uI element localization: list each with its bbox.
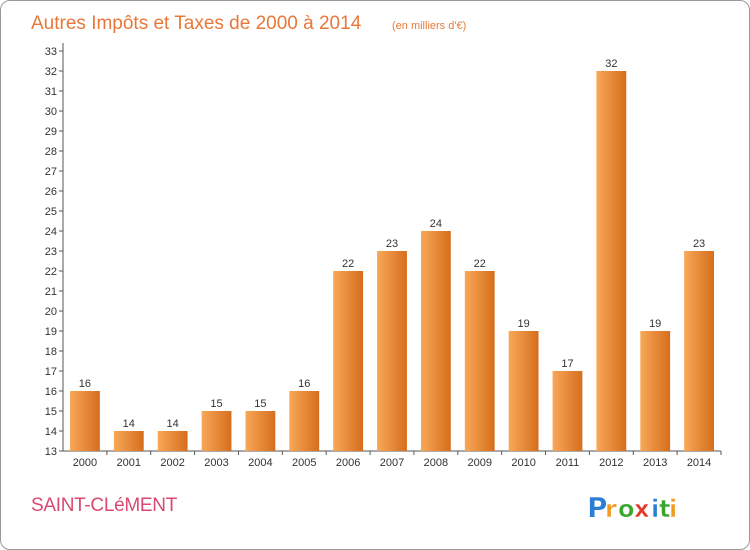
- y-tick-label: 30: [45, 106, 57, 118]
- bar: [596, 71, 627, 451]
- y-tick-label: 20: [45, 306, 57, 318]
- x-tick-label: 2005: [292, 457, 316, 469]
- bar: [113, 431, 144, 451]
- bar-value-label: 24: [430, 218, 442, 230]
- y-tick-label: 21: [45, 286, 57, 298]
- bar-value-label: 14: [167, 418, 179, 430]
- x-tick-label: 2001: [117, 457, 141, 469]
- bar: [289, 391, 320, 451]
- bar: [420, 231, 451, 451]
- bar-value-label: 16: [79, 378, 91, 390]
- x-tick-label: 2009: [467, 457, 491, 469]
- bar-value-label: 22: [474, 258, 486, 270]
- y-tick-label: 18: [45, 346, 57, 358]
- x-tick-label: 2013: [643, 457, 667, 469]
- proxiti-logo: Pr o x i ti: [587, 491, 678, 525]
- bar-value-label: 17: [561, 358, 573, 370]
- y-tick-label: 25: [45, 206, 57, 218]
- y-tick-label: 19: [45, 326, 57, 338]
- y-tick-label: 29: [45, 126, 57, 138]
- bar-value-label: 15: [210, 398, 222, 410]
- y-tick-label: 32: [45, 66, 57, 78]
- chart-subtitle: (en milliers d'€): [392, 20, 466, 32]
- x-tick-label: 2000: [73, 457, 97, 469]
- axes: 13 14 15 16 17 18 19 20 21 22 23 24 25 26 27 28 29 30 31 32…: [45, 43, 722, 469]
- y-tick-label: 23: [45, 246, 57, 258]
- y-tick-label: 27: [45, 166, 57, 178]
- x-tick-label: 2014: [687, 457, 711, 469]
- bar-value-label: 22: [342, 258, 354, 270]
- x-tick-label: 2011: [556, 457, 580, 469]
- y-tick-label: 13: [45, 446, 57, 458]
- bar: [157, 431, 188, 451]
- bar: [508, 331, 539, 451]
- bar: [640, 331, 671, 451]
- x-tick-label: 2002: [160, 457, 184, 469]
- y-tick-label: 17: [45, 366, 57, 378]
- y-tick-label: 22: [45, 266, 57, 278]
- bar-value-label: 19: [517, 318, 529, 330]
- bar: [70, 391, 100, 451]
- logo-letter: i: [651, 495, 659, 523]
- y-tick-label: 28: [45, 146, 57, 158]
- x-tick-label: 2003: [204, 457, 228, 469]
- bars: 16 14 14 15 15 16 22 23 24 22 19 17 32 19 23: [70, 58, 714, 451]
- logo-letter: r: [605, 495, 617, 523]
- logo-letter: t: [659, 495, 670, 523]
- y-tick-label: 31: [45, 86, 57, 98]
- y-tick-label: 16: [45, 386, 57, 398]
- y-tick-label: 15: [45, 406, 57, 418]
- logo-letter: o: [618, 495, 635, 523]
- y-tick-label: 14: [45, 426, 57, 438]
- bar: [684, 251, 714, 451]
- x-tick-label: 2006: [336, 457, 360, 469]
- logo-letter: i: [669, 495, 677, 523]
- bar: [333, 271, 364, 451]
- bar-value-label: 23: [693, 238, 705, 250]
- bar-value-label: 23: [386, 238, 398, 250]
- bar: [464, 271, 495, 451]
- bar: [377, 251, 407, 451]
- y-tick-label: 24: [45, 226, 57, 238]
- commune-name: SAINT-CLéMENT: [31, 495, 178, 516]
- bar-value-label: 32: [605, 58, 617, 70]
- logo-letter: P: [587, 491, 608, 524]
- bar-value-label: 16: [298, 378, 310, 390]
- bar: [552, 371, 583, 451]
- bar: [245, 411, 276, 451]
- x-tick-label: 2004: [248, 457, 272, 469]
- bar-value-label: 19: [649, 318, 661, 330]
- x-tick-label: 2007: [380, 457, 404, 469]
- x-tick-label: 2012: [599, 457, 623, 469]
- y-tick-label: 33: [45, 46, 57, 58]
- bar-value-label: 14: [123, 418, 135, 430]
- chart-title: Autres Impôts et Taxes de 2000 à 2014: [31, 13, 362, 34]
- x-tick-label: 2010: [511, 457, 535, 469]
- logo-letter: x: [634, 495, 650, 523]
- y-tick-label: 26: [45, 186, 57, 198]
- bar: [201, 411, 232, 451]
- bar-value-label: 15: [254, 398, 266, 410]
- x-tick-label: 2008: [424, 457, 448, 469]
